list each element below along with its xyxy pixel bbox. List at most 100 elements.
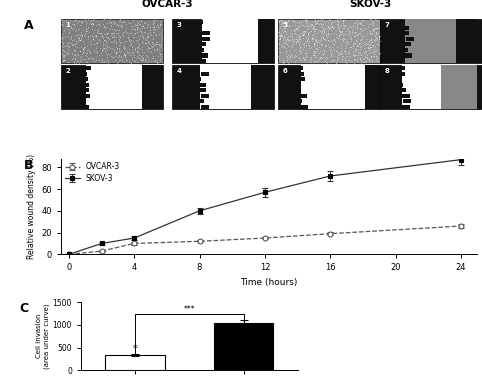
Point — [298, 32, 306, 38]
Point — [292, 36, 300, 42]
Point — [104, 58, 111, 64]
Point — [59, 47, 67, 53]
Point — [324, 42, 332, 48]
Point — [131, 46, 139, 52]
Point — [307, 54, 315, 60]
Point — [294, 25, 301, 31]
Point — [343, 37, 350, 43]
Point — [288, 36, 296, 42]
Point — [327, 31, 335, 37]
Point — [336, 51, 344, 57]
Bar — [397, 66, 405, 70]
Point — [87, 54, 94, 60]
Point — [299, 54, 307, 60]
Point — [115, 45, 122, 51]
Point — [105, 30, 112, 36]
Point — [375, 33, 383, 39]
Bar — [258, 19, 274, 63]
Point — [110, 46, 118, 53]
Point — [146, 41, 154, 47]
Point — [310, 23, 318, 29]
Point — [123, 48, 131, 54]
Point — [58, 42, 66, 48]
Point — [320, 48, 328, 54]
Point — [131, 47, 139, 53]
Point — [370, 51, 377, 57]
Point — [277, 21, 285, 27]
Point — [62, 23, 70, 29]
Point — [346, 57, 353, 63]
Point — [109, 34, 117, 40]
Point — [112, 34, 120, 40]
Point — [122, 38, 130, 44]
Point — [359, 36, 366, 42]
Point — [349, 45, 357, 51]
Point — [372, 35, 380, 41]
Point — [149, 36, 157, 42]
Point — [94, 28, 102, 34]
Point — [282, 48, 290, 54]
Point — [322, 59, 330, 65]
Point — [92, 49, 100, 55]
Point — [115, 57, 122, 63]
Point — [286, 48, 294, 54]
Point — [302, 42, 310, 48]
Point — [60, 18, 68, 24]
Point — [324, 29, 332, 36]
Point — [80, 47, 88, 53]
Point — [311, 54, 319, 60]
Point — [141, 40, 149, 46]
Text: 3: 3 — [176, 22, 181, 28]
Bar — [402, 94, 410, 98]
Point — [319, 27, 326, 33]
Point — [353, 57, 361, 63]
Bar — [398, 71, 405, 76]
Point — [137, 53, 145, 59]
Point — [365, 42, 373, 48]
Point — [371, 38, 379, 44]
Point — [288, 54, 295, 60]
Point — [135, 54, 143, 60]
Point — [298, 32, 306, 38]
Point — [71, 33, 79, 39]
Point — [144, 30, 151, 36]
Point — [334, 53, 342, 59]
Point — [67, 19, 74, 25]
Point — [304, 30, 311, 36]
Point — [65, 43, 73, 49]
Point — [150, 41, 158, 47]
Point — [357, 32, 365, 38]
Point — [371, 33, 379, 39]
Point — [313, 39, 321, 45]
Point — [288, 17, 295, 23]
Point — [73, 58, 80, 64]
Point — [335, 28, 342, 34]
Text: 4: 4 — [176, 68, 181, 74]
Point — [350, 20, 358, 26]
Point — [90, 55, 97, 61]
Point — [316, 28, 324, 34]
Point — [124, 50, 132, 56]
Point — [98, 55, 106, 61]
Point — [340, 17, 348, 23]
Point — [103, 30, 111, 36]
Point — [278, 43, 285, 50]
Point — [121, 52, 129, 58]
Point — [325, 33, 333, 39]
Point — [373, 57, 380, 63]
Point — [365, 55, 373, 61]
Text: 8: 8 — [385, 68, 389, 74]
Point — [71, 56, 79, 62]
Point — [143, 31, 150, 37]
Point — [78, 37, 85, 43]
Bar — [301, 65, 365, 109]
Point — [375, 34, 383, 40]
Point — [86, 37, 94, 43]
Point — [132, 23, 139, 29]
Point — [86, 20, 94, 26]
Point — [129, 49, 137, 55]
Point — [64, 39, 72, 45]
Point — [336, 17, 344, 23]
Point — [57, 38, 65, 44]
Point — [369, 19, 377, 25]
